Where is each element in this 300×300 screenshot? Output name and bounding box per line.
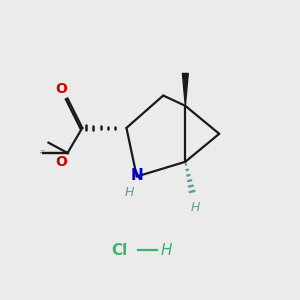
Text: H: H bbox=[191, 201, 200, 214]
Polygon shape bbox=[182, 74, 188, 106]
Text: N: N bbox=[130, 168, 143, 183]
Text: methyl: methyl bbox=[41, 150, 46, 152]
Text: O: O bbox=[55, 82, 67, 96]
Text: H: H bbox=[160, 243, 172, 258]
Text: O: O bbox=[55, 155, 67, 169]
Text: Cl: Cl bbox=[111, 243, 127, 258]
Text: methyl: methyl bbox=[40, 152, 45, 153]
Text: H: H bbox=[125, 186, 134, 199]
